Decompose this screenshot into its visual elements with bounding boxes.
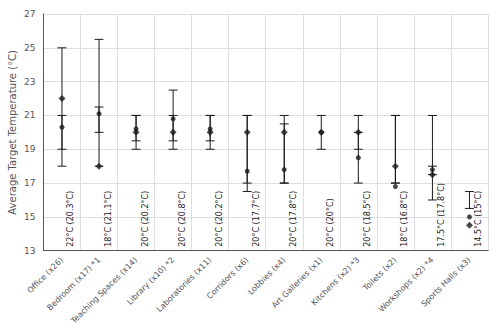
svg-text:Office (x26): Office (x26) <box>26 256 66 296</box>
svg-text:Art Galleries (x1): Art Galleries (x1) <box>270 255 325 310</box>
svg-text:20°C (17.7°C): 20°C (17.7°C) <box>252 191 261 247</box>
svg-text:21: 21 <box>24 110 35 120</box>
svg-text:Lobbies (x4): Lobbies (x4) <box>246 256 287 297</box>
svg-text:14.5°C (15°C): 14.5°C (15°C) <box>474 191 483 247</box>
svg-text:20°C (20.8°C): 20°C (20.8°C) <box>178 191 187 247</box>
svg-text:27: 27 <box>24 9 35 19</box>
svg-text:20°C (20.2°C): 20°C (20.2°C) <box>141 191 150 247</box>
svg-text:17: 17 <box>24 178 35 188</box>
svg-text:Corridors (x6): Corridors (x6) <box>205 256 250 301</box>
svg-text:23: 23 <box>24 77 35 87</box>
svg-text:25: 25 <box>24 43 35 53</box>
svg-text:15: 15 <box>24 212 35 222</box>
svg-text:20°C (20.2°C): 20°C (20.2°C) <box>215 191 224 247</box>
svg-text:18°C (16.8°C): 18°C (16.8°C) <box>400 191 409 247</box>
svg-text:Library (x10) *2: Library (x10) *2 <box>125 255 177 307</box>
svg-text:Kitchens (x2) *3: Kitchens (x2) *3 <box>310 256 362 308</box>
svg-text:Teaching Spaces (x14): Teaching Spaces (x14) <box>69 256 140 327</box>
svg-text:18°C (21.1°C): 18°C (21.1°C) <box>104 191 113 247</box>
svg-text:Workshops (x2) *4: Workshops (x2) *4 <box>377 255 436 314</box>
svg-text:13: 13 <box>24 246 35 256</box>
svg-text:Sports Halls (x3): Sports Halls (x3) <box>419 256 472 309</box>
svg-text:Bedroom (x17) *1: Bedroom (x17) *1 <box>45 255 103 313</box>
svg-text:20°C (20°C): 20°C (20°C) <box>326 198 335 246</box>
svg-text:19: 19 <box>24 144 36 154</box>
svg-text:20°C (17.8°C): 20°C (17.8°C) <box>289 191 298 247</box>
svg-text:Toilets (x2): Toilets (x2) <box>361 256 399 294</box>
svg-text:Average Target Temperature (°C: Average Target Temperature (°C) <box>7 50 18 215</box>
svg-text:17.5°C (17.8°C): 17.5°C (17.8°C) <box>437 183 446 247</box>
svg-text:20°C (18.5°C): 20°C (18.5°C) <box>363 191 372 247</box>
svg-text:Laboratories (x11): Laboratories (x11) <box>155 256 213 314</box>
svg-text:22°C (20.3°C): 22°C (20.3°C) <box>66 191 75 247</box>
